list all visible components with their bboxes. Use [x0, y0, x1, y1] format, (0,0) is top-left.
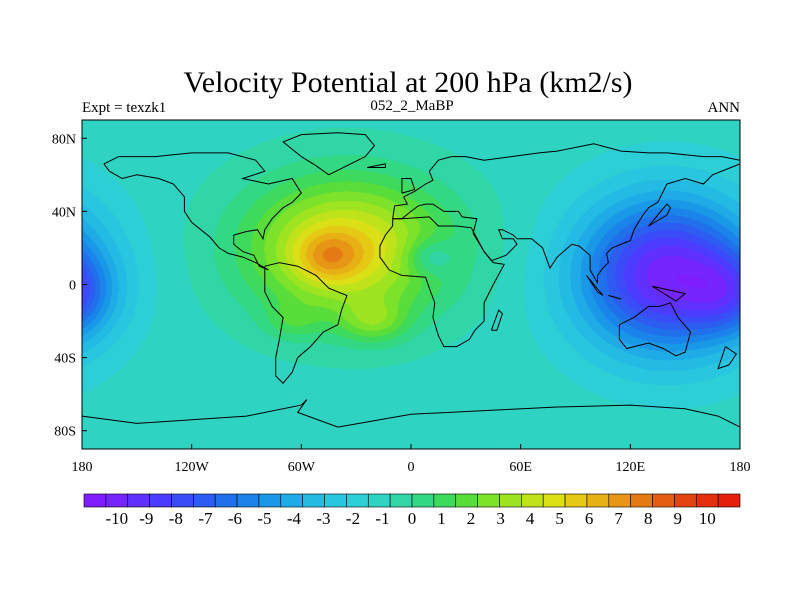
colorbar-swatch [149, 493, 172, 508]
colorbar-swatch [236, 493, 260, 508]
x-tick-label: 180 [730, 460, 751, 475]
colorbar-swatch [630, 493, 653, 508]
colorbar-swatch [389, 493, 413, 508]
coastlines [82, 132, 740, 428]
colorbar-swatch [695, 493, 719, 508]
coastline-4 [392, 143, 740, 285]
colorbar-label: -6 [228, 509, 242, 528]
colorbar-swatch [608, 493, 631, 508]
colorbar: -10 -9 -8 -7 -6 -5 -4 -3 -2 -1 0 1 2 3 4 5 6 7 8 9 10 [83, 493, 741, 528]
colorbar-label: -4 [287, 509, 302, 528]
coastline-8 [648, 203, 672, 227]
colorbar-label: 10 [699, 509, 716, 528]
x-tick-label: 60W [288, 460, 316, 475]
colorbar-swatch [455, 493, 478, 508]
contour-field [82, 120, 740, 449]
colorbar-label: -5 [257, 509, 271, 528]
coastline-2 [282, 132, 376, 176]
y-tick-label: 80N [52, 132, 76, 147]
colorbar-label: 1 [437, 509, 446, 528]
chart-title: Velocity Potential at 200 hPa (km2/s) [183, 66, 632, 99]
case-label: 052_2_MaBP [370, 98, 453, 114]
season-label: ANN [708, 100, 741, 116]
y-tick-label: 40N [52, 205, 76, 220]
coastline-9 [490, 309, 503, 331]
colorbar-swatch [477, 493, 500, 508]
colorbar-swatch [302, 493, 325, 508]
coastline-12 [586, 275, 604, 296]
coastline-3 [379, 216, 505, 348]
colorbar-label: -3 [316, 509, 330, 528]
colorbar-label: -7 [198, 509, 213, 528]
coastline-5 [618, 302, 692, 357]
coastline-0 [103, 152, 302, 271]
colorbar-swatch [346, 493, 369, 508]
colorbar-swatch [674, 493, 697, 508]
colorbar-swatch [717, 493, 741, 508]
colorbar-swatch [521, 493, 544, 508]
coastline-1 [264, 262, 348, 384]
colorbar-swatch [105, 493, 129, 508]
colorbar-label: 7 [614, 509, 623, 528]
colorbar-label: 9 [673, 509, 682, 528]
colorbar-swatch [324, 493, 347, 508]
colorbar-swatch [214, 493, 238, 508]
y-axis: 80N 40N 0 40S 80S [52, 132, 87, 440]
colorbar-label: 0 [408, 509, 417, 528]
colorbar-swatch [499, 493, 522, 508]
coastline-7 [401, 178, 416, 194]
colorbar-swatch [564, 493, 588, 508]
colorbar-label: 5 [555, 509, 564, 528]
coastline-14 [652, 285, 687, 302]
colorbar-swatch [258, 493, 282, 508]
colorbar-swatch [652, 493, 675, 508]
colorbar-swatch [542, 493, 566, 508]
colorbar-label: 3 [496, 509, 505, 528]
coastline-6 [82, 399, 740, 428]
coastline-11 [717, 346, 737, 370]
y-tick-label: 40S [54, 352, 76, 367]
colorbar-swatch [83, 493, 107, 508]
colorbar-label: 8 [644, 509, 653, 528]
colorbar-swatch [433, 493, 457, 508]
colorbar-label: 4 [526, 509, 535, 528]
x-tick-label: 120W [175, 460, 210, 475]
x-tick-label: 60E [509, 460, 532, 475]
colorbar-swatch [367, 493, 391, 508]
colorbar-label: 6 [585, 509, 594, 528]
colorbar-label: -2 [346, 509, 360, 528]
x-tick-label: 120E [616, 460, 646, 475]
colorbar-swatch [193, 493, 216, 508]
coastline-10 [367, 163, 386, 168]
colorbar-swatch [411, 493, 435, 508]
colorbar-label: -10 [105, 509, 128, 528]
colorbar-swatch [171, 493, 194, 508]
x-tick-label: 180 [72, 460, 93, 475]
colorbar-swatch [127, 493, 150, 508]
colorbar-label: -8 [169, 509, 183, 528]
colorbar-label: -1 [375, 509, 389, 528]
colorbar-swatch [280, 493, 303, 508]
colorbar-label: 2 [467, 509, 476, 528]
y-tick-label: 0 [69, 279, 76, 294]
colorbar-swatch [586, 493, 610, 508]
x-axis: 180 120W 60W 0 60E 120E 180 [72, 444, 751, 475]
x-tick-label: 0 [408, 460, 415, 475]
y-tick-label: 80S [54, 425, 76, 440]
experiment-label: Expt = texzk1 [82, 100, 166, 116]
coastline-13 [608, 295, 622, 300]
colorbar-label: -9 [139, 509, 153, 528]
